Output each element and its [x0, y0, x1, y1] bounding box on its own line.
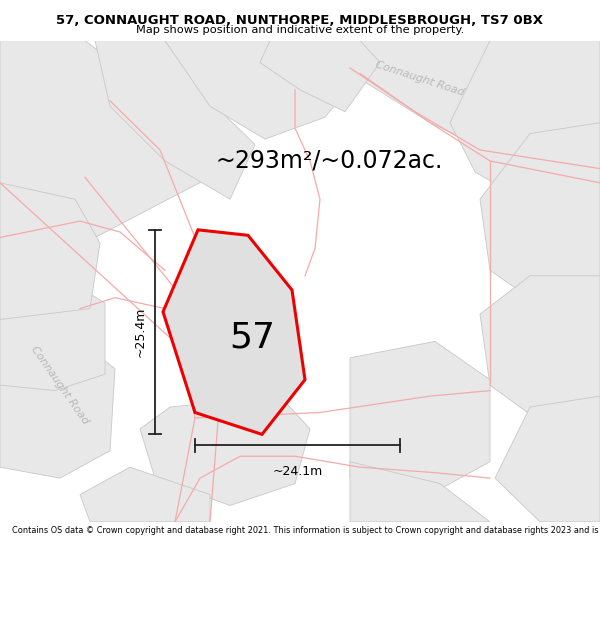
Polygon shape: [0, 182, 100, 319]
Polygon shape: [350, 462, 490, 522]
Text: 57: 57: [230, 320, 275, 354]
Text: ~293m²/~0.072ac.: ~293m²/~0.072ac.: [215, 149, 442, 173]
Polygon shape: [480, 122, 600, 309]
Text: 57, CONNAUGHT ROAD, NUNTHORPE, MIDDLESBROUGH, TS7 0BX: 57, CONNAUGHT ROAD, NUNTHORPE, MIDDLESBR…: [56, 14, 544, 28]
Polygon shape: [165, 41, 365, 139]
Polygon shape: [355, 41, 600, 156]
Polygon shape: [0, 41, 210, 238]
Text: Connaught Road: Connaught Road: [374, 60, 466, 98]
Polygon shape: [350, 341, 490, 494]
Text: Connaught Road: Connaught Road: [29, 344, 91, 426]
Polygon shape: [260, 41, 380, 112]
Polygon shape: [495, 396, 600, 522]
Polygon shape: [0, 281, 105, 391]
Polygon shape: [0, 341, 115, 478]
Polygon shape: [480, 276, 600, 429]
Text: ~25.4m: ~25.4m: [134, 307, 147, 358]
Polygon shape: [80, 468, 210, 522]
Text: ~24.1m: ~24.1m: [272, 465, 323, 478]
Polygon shape: [140, 396, 310, 506]
Text: Map shows position and indicative extent of the property.: Map shows position and indicative extent…: [136, 25, 464, 35]
Polygon shape: [163, 230, 305, 434]
Polygon shape: [95, 41, 255, 199]
Polygon shape: [450, 41, 600, 210]
Text: Contains OS data © Crown copyright and database right 2021. This information is : Contains OS data © Crown copyright and d…: [12, 526, 600, 535]
